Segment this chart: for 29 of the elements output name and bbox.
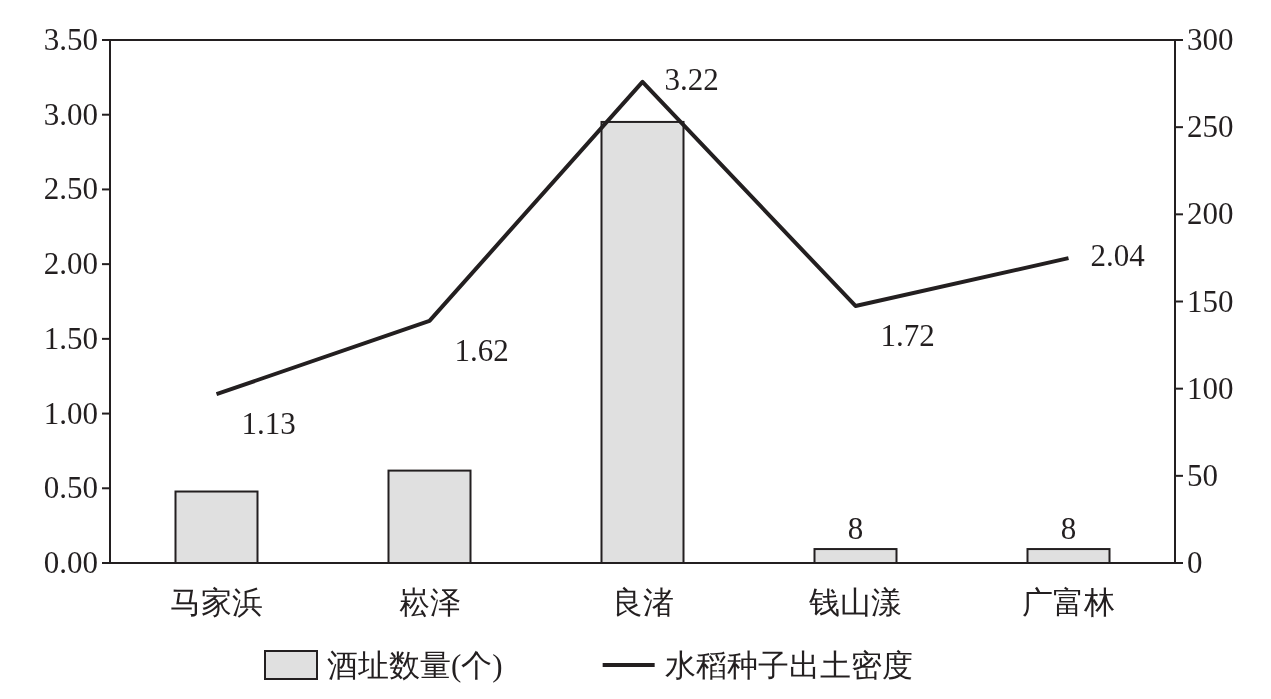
y-tick-label: 2.50 bbox=[43, 171, 98, 207]
y-tick-label: 0.50 bbox=[43, 470, 98, 506]
y-tick-label: 3.00 bbox=[43, 96, 98, 132]
legend-label: 酒址数量(个) bbox=[327, 648, 503, 683]
y2-tick-label: 150 bbox=[1187, 283, 1234, 319]
y2-tick-label: 250 bbox=[1187, 109, 1234, 145]
y-tick-label: 3.50 bbox=[43, 22, 98, 57]
y2-tick-label: 300 bbox=[1187, 22, 1234, 57]
x-tick-label: 崧泽 bbox=[398, 585, 461, 620]
data-label: 1.62 bbox=[454, 332, 509, 368]
x-tick-label: 广富林 bbox=[1022, 585, 1115, 620]
data-label: 1.72 bbox=[880, 317, 935, 353]
data-label: 3.22 bbox=[664, 61, 719, 97]
y2-tick-label: 200 bbox=[1187, 196, 1234, 232]
legend-label: 水稻种子出土密度 bbox=[664, 648, 913, 683]
y-tick-label: 1.00 bbox=[43, 395, 98, 431]
x-tick-label: 马家浜 bbox=[170, 585, 263, 620]
x-tick-label: 钱山漾 bbox=[808, 585, 902, 620]
data-label: 1.13 bbox=[241, 406, 296, 442]
y2-tick-label: 0 bbox=[1187, 545, 1203, 580]
data-label: 8 bbox=[847, 511, 864, 547]
y-tick-label: 0.00 bbox=[43, 545, 98, 580]
y2-tick-label: 100 bbox=[1187, 370, 1234, 406]
data-label: 8 bbox=[1060, 511, 1077, 547]
y2-tick-label: 50 bbox=[1187, 457, 1218, 493]
y-tick-label: 2.00 bbox=[43, 246, 98, 282]
x-tick-label: 良渚 bbox=[611, 585, 674, 620]
data-label: 2.04 bbox=[1090, 238, 1146, 274]
y-tick-label: 1.50 bbox=[43, 320, 98, 356]
